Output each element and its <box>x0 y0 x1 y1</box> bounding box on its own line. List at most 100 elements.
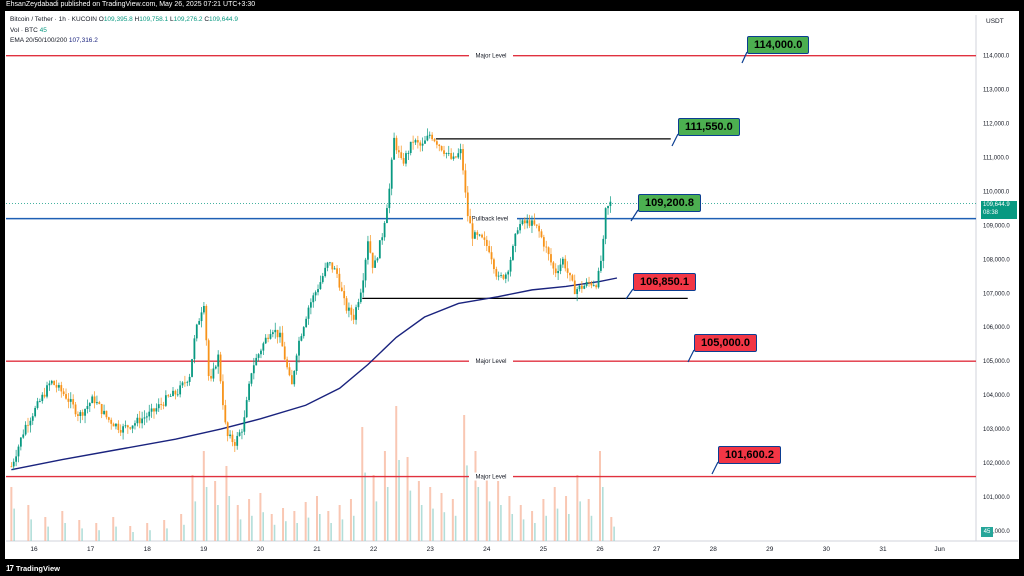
candle-body <box>426 135 429 141</box>
candle-body <box>155 408 158 412</box>
candle-body <box>519 224 521 231</box>
candle-body <box>324 267 327 277</box>
x-tick-label: 25 <box>540 546 548 553</box>
candle-body <box>169 396 172 397</box>
candle-body <box>72 399 75 405</box>
annotation-114000[interactable]: 114,000.0 <box>747 36 810 54</box>
candle-body <box>203 305 205 313</box>
candle-body <box>153 408 155 412</box>
volume-bar <box>10 487 13 541</box>
candle-body <box>22 434 25 438</box>
candle-body <box>523 220 526 224</box>
volume-bar <box>420 505 423 541</box>
candle-body <box>471 223 474 239</box>
level-label-bg <box>469 51 513 60</box>
annotation-109200[interactable]: 109,200.8 <box>638 194 701 212</box>
volume-bar <box>163 520 166 541</box>
candle-body <box>312 295 315 303</box>
annotation-111550[interactable]: 111,550.0 <box>678 118 740 136</box>
volume-bar <box>180 514 183 541</box>
volume-bar <box>214 481 217 541</box>
y-tick-label: 108,000.0 <box>983 257 1010 263</box>
volume-bar <box>417 481 420 541</box>
candle-body <box>41 394 44 402</box>
candle-body <box>148 411 151 417</box>
x-tick-label: 23 <box>427 546 435 553</box>
candle-body <box>198 321 201 325</box>
x-tick-label: 29 <box>766 546 774 553</box>
y-tick-label: 112,000.0 <box>983 122 1010 128</box>
volume-bar <box>383 451 386 541</box>
legend-symbol: Bitcoin / Tether · 1h · KUCOIN <box>10 16 97 23</box>
volume-bar <box>341 519 344 541</box>
candle-body <box>604 208 607 239</box>
annotation-pointer <box>671 133 679 147</box>
candle-body <box>483 237 486 240</box>
volume-bar <box>166 528 168 541</box>
candle-body <box>336 268 338 274</box>
candle-body <box>469 216 472 224</box>
candle-body <box>412 141 415 143</box>
candle-body <box>317 289 319 293</box>
volume-bar <box>531 511 534 541</box>
volume-bar <box>202 451 205 541</box>
candle-body <box>402 158 405 164</box>
volume-bar <box>149 530 151 541</box>
candle-body <box>98 402 101 405</box>
footer-brand[interactable]: 17 TradingView <box>6 564 60 573</box>
volume-bar <box>316 496 318 541</box>
candle-body <box>509 259 512 272</box>
volume-bar <box>522 519 525 541</box>
candle-body <box>571 275 574 281</box>
candle-body <box>552 262 555 269</box>
candle-body <box>528 220 531 226</box>
legend-ema: 107,316.2 <box>68 37 98 44</box>
candle-body <box>241 431 243 433</box>
volume-bar <box>112 517 115 541</box>
candle-body <box>181 382 184 386</box>
volume-bar <box>602 487 604 541</box>
candle-body <box>53 380 56 385</box>
candle-body <box>359 292 362 303</box>
candle-body <box>164 395 167 406</box>
candle-body <box>19 437 22 447</box>
y-tick-label: 103,000.0 <box>983 427 1010 433</box>
candle-body <box>407 152 410 154</box>
candle-body <box>162 404 165 406</box>
annotation-pointer <box>711 461 719 475</box>
x-tick-label: 20 <box>257 546 265 553</box>
y-tick-label: 105,000.0 <box>983 359 1010 365</box>
annotation-101600[interactable]: 101,600.2 <box>718 446 781 464</box>
candle-body <box>179 385 182 395</box>
candle-body <box>174 390 177 395</box>
legend-volume-row[interactable]: Vol · BTC 45 <box>10 27 47 34</box>
candle-body <box>69 399 72 402</box>
candle-body <box>245 400 248 418</box>
candle-body <box>421 143 424 146</box>
annotation-105000[interactable]: 105,000.0 <box>694 334 757 352</box>
candle-body <box>424 140 426 144</box>
annotation-106850[interactable]: 106,850.1 <box>633 273 696 291</box>
candle-body <box>58 385 60 388</box>
candle-body <box>578 285 581 290</box>
candle-body <box>84 409 86 416</box>
y-tick-label: 104,000.0 <box>983 393 1010 399</box>
candle-body <box>507 271 510 275</box>
level-label: Pullback level <box>472 217 509 223</box>
volume-bar <box>225 466 228 541</box>
candle-body <box>290 375 293 385</box>
candle-body <box>383 223 386 238</box>
legend-high-label: H <box>134 16 140 23</box>
candle-body <box>367 241 369 260</box>
candle-body <box>276 329 279 338</box>
candle-body <box>46 385 48 397</box>
y-tick-label: 106,000.0 <box>983 325 1010 331</box>
volume-bar <box>511 514 514 541</box>
volume-bar <box>599 451 601 541</box>
legend-ema-row[interactable]: EMA 20/50/100/200 107,316.2 <box>10 37 98 44</box>
candle-body <box>514 233 517 246</box>
published-caption: EhsanZeydabadi published on TradingView.… <box>6 1 256 8</box>
candle-body <box>521 220 524 225</box>
candle-body <box>65 394 67 399</box>
